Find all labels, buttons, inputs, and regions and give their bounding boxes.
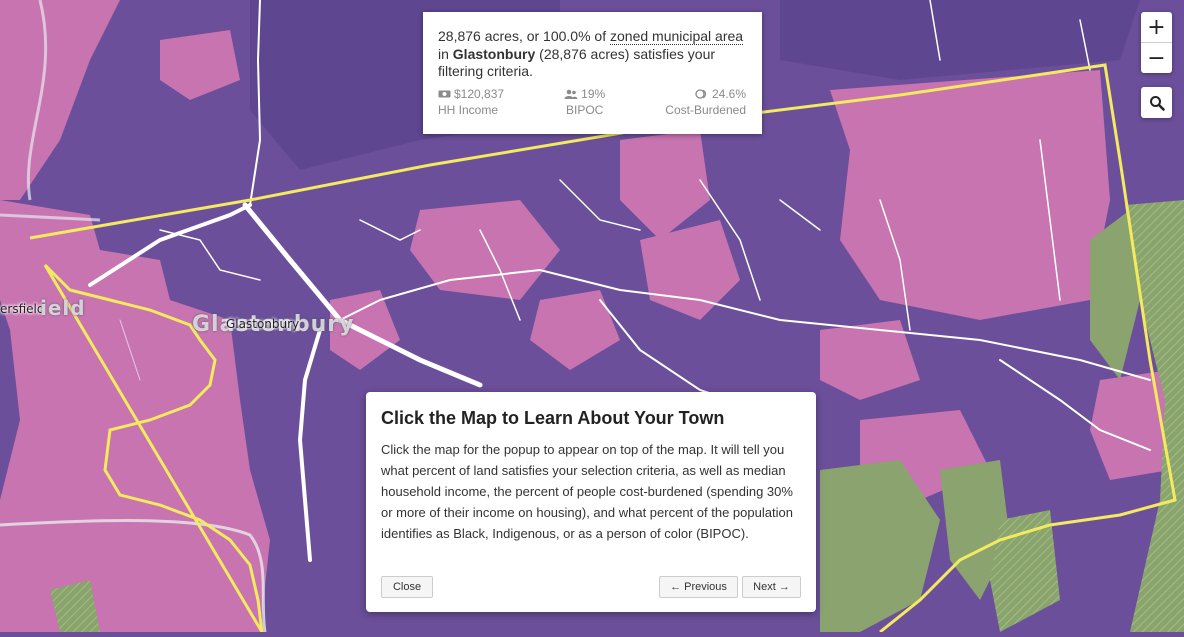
zoom-in-button[interactable]: + — [1147, 14, 1166, 40]
town-label-large: Glastonbury — [192, 312, 355, 337]
income-label: HH Income — [438, 102, 499, 117]
search-icon — [1149, 95, 1165, 111]
stats-row: $120,837 HH Income 19% BIPOC 24.6% — [438, 86, 746, 118]
summary-text: 28,876 acres, or 100.0% of zoned municip… — [438, 28, 746, 81]
zoned-area-link[interactable]: zoned municipal area — [610, 28, 744, 45]
stat-bipoc: 19% BIPOC — [564, 86, 605, 118]
bipoc-value: 19% — [581, 86, 606, 101]
money-icon — [438, 90, 451, 97]
acres-text: 28,876 acres, or 100.0% of — [438, 28, 607, 44]
neighbor-label-large: ield — [40, 296, 86, 320]
tour-popup: Click the Map to Learn About Your Town C… — [366, 392, 816, 612]
bipoc-label: BIPOC — [566, 102, 604, 117]
stat-income: $120,837 HH Income — [438, 86, 504, 118]
cost-burdened-label: Cost-Burdened — [665, 102, 746, 117]
next-button[interactable]: Next → — [742, 576, 801, 598]
town-name: Glastonbury — [452, 45, 536, 62]
summary-popup: 28,876 acres, or 100.0% of zoned municip… — [423, 12, 762, 134]
neighbor-label-small: ersfield — [0, 302, 45, 316]
zoom-control: + − — [1141, 12, 1172, 73]
search-button[interactable] — [1141, 87, 1172, 118]
zoom-out-button[interactable]: − — [1147, 45, 1166, 71]
in-text: in — [438, 45, 449, 62]
people-icon — [564, 89, 578, 99]
tour-title: Click the Map to Learn About Your Town — [381, 408, 725, 428]
cost-burdened-value: 24.6% — [711, 86, 746, 101]
coins-icon — [695, 88, 707, 99]
tour-body: Click the map for the popup to appear on… — [381, 442, 793, 541]
town-label-small: Glastonbury — [226, 317, 300, 331]
income-value: $120,837 — [454, 86, 505, 101]
stat-cost-burdened: 24.6% Cost-Burdened — [665, 86, 746, 118]
close-button[interactable]: Close — [381, 576, 433, 598]
previous-button[interactable]: ← Previous — [659, 576, 738, 598]
zoom-divider — [1141, 42, 1172, 43]
total-text: (28,876 acres) satisfies your filtering … — [438, 45, 716, 80]
